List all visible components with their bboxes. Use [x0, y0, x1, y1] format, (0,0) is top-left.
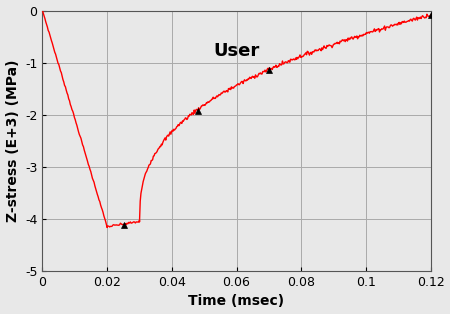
Y-axis label: Z-stress (E+3) (MPa): Z-stress (E+3) (MPa)	[5, 60, 19, 222]
X-axis label: Time (msec): Time (msec)	[189, 295, 284, 308]
Text: User: User	[213, 42, 260, 60]
